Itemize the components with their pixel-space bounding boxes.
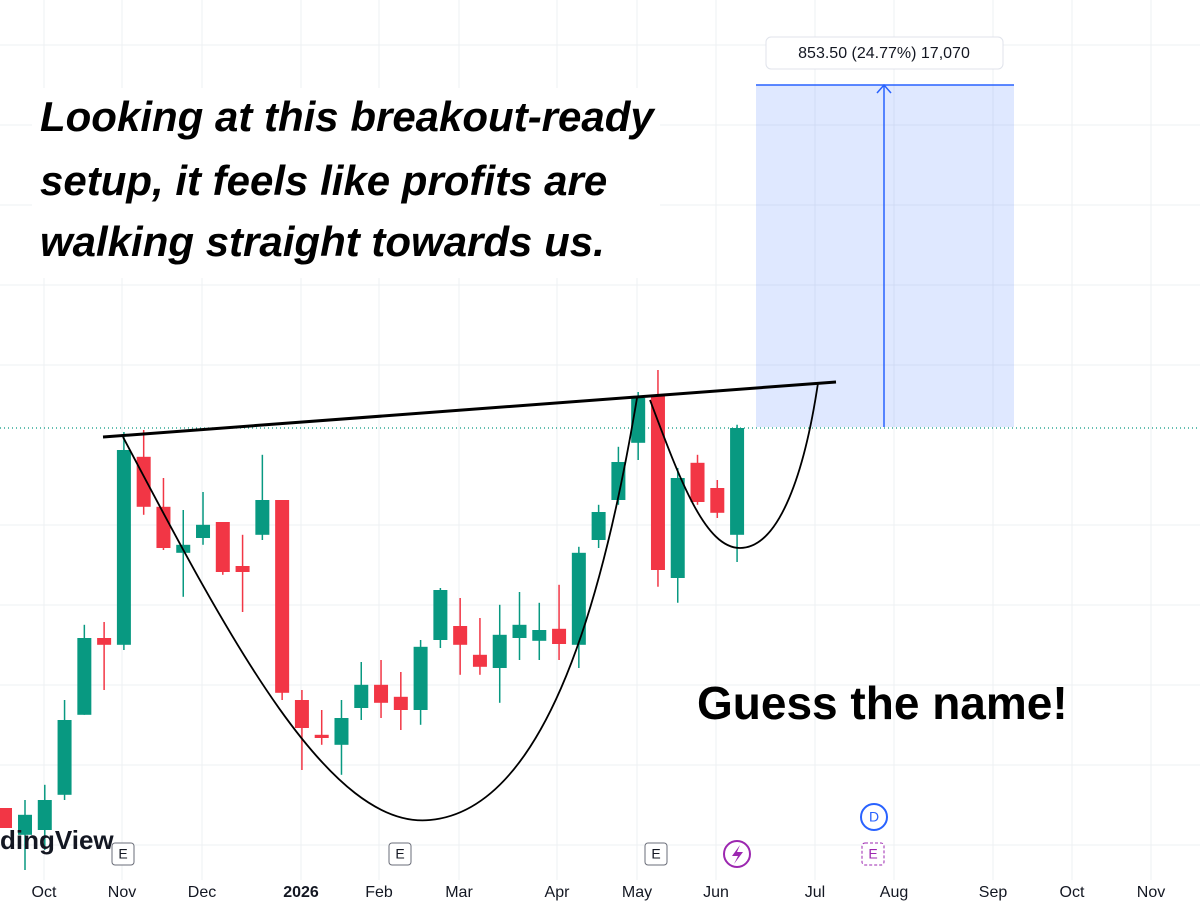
event-badge (860, 803, 888, 831)
x-tick-label: Oct (32, 884, 57, 901)
x-tick-label: Nov (1137, 884, 1165, 901)
event-label: E (118, 846, 127, 862)
candle-body (512, 624, 527, 638)
candle-body (235, 566, 250, 572)
candle-body (730, 428, 745, 535)
candle-body (472, 654, 487, 667)
candle-body (136, 456, 151, 507)
candle-body (334, 718, 349, 745)
annotation-bg (32, 88, 660, 278)
x-tick-label: Oct (1060, 884, 1085, 901)
candle-body (97, 638, 112, 645)
x-tick-label: Feb (365, 884, 393, 901)
candle-body (156, 506, 171, 548)
x-tick-label: Nov (108, 884, 136, 901)
event-badge (861, 842, 885, 866)
event-label: E (395, 846, 404, 862)
candle-body (710, 488, 725, 513)
candle-body (393, 696, 408, 710)
event-badge (644, 842, 668, 866)
annotation-line: Looking at this breakout-ready (40, 93, 656, 140)
callout: Guess the name! (697, 677, 1068, 729)
x-tick-label: Apr (545, 884, 571, 901)
x-tick-label: Mar (445, 884, 473, 901)
event-label: E (651, 846, 660, 862)
x-tick-label: Jul (805, 884, 825, 901)
candle-body (552, 628, 567, 644)
candle-body (611, 462, 626, 500)
x-tick-label: Jun (703, 884, 729, 901)
candle-body (314, 734, 329, 738)
candle-body (591, 512, 606, 540)
candle-body (670, 478, 685, 578)
measure-label-box (765, 36, 1004, 70)
event-badge (111, 842, 135, 866)
event-badge (388, 842, 412, 866)
candle-body (294, 700, 309, 728)
candle-body (77, 638, 92, 715)
candle-body (453, 626, 468, 645)
candle-body (57, 720, 72, 795)
x-axis: Oct Nov Dec 2026 Feb Mar Apr May Jun Jul Aug Sep Oct… (32, 884, 1166, 901)
candle-body (255, 500, 270, 535)
candle-body (492, 634, 507, 668)
logo-mark (0, 808, 12, 828)
measure-arrow-head (876, 83, 892, 94)
x-tick-label: Aug (880, 884, 908, 901)
measure-label: 853.50 (24.77%) 17,070 (798, 45, 970, 62)
x-tick-label: 2026 (283, 884, 319, 901)
x-tick-label: Dec (188, 884, 216, 901)
trendline (102, 380, 837, 439)
candle-body (18, 814, 32, 835)
candles (0, 370, 1200, 870)
x-tick-label: Sep (979, 884, 1008, 901)
candle-body (650, 394, 665, 570)
candle-body (571, 552, 586, 645)
cup-curve (122, 397, 638, 822)
annotation-line: setup, it feels like profits are (40, 157, 607, 204)
candle-body (532, 630, 547, 641)
measure-box (756, 85, 1014, 427)
candle-body (37, 800, 52, 830)
event-label: D (869, 809, 879, 825)
candle-body (275, 500, 290, 693)
candle-body (116, 450, 131, 645)
lightning (732, 845, 743, 864)
x-tick-label: May (622, 884, 652, 901)
candle-body (433, 590, 448, 640)
candle-body (215, 522, 230, 572)
handle-curve (649, 382, 819, 549)
candle-body (196, 524, 211, 538)
candle-body (354, 684, 369, 708)
event-label: E (868, 846, 877, 862)
watermark: dingView (0, 825, 114, 855)
annotation-line: walking straight towards us. (40, 218, 605, 265)
candle-body (690, 462, 705, 502)
candle-body (374, 684, 389, 703)
candle-body (413, 646, 428, 710)
